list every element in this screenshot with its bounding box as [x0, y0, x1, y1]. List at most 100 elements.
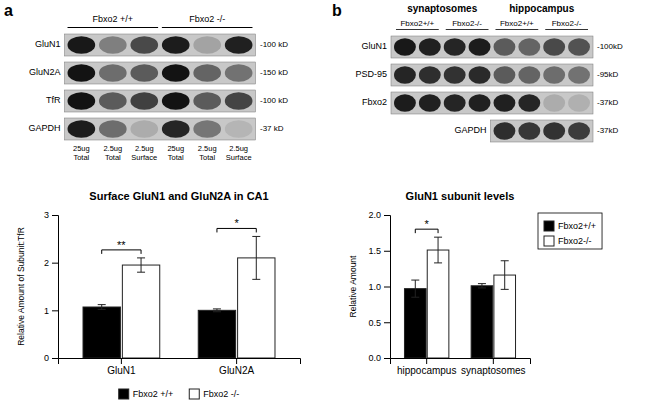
group-label: Fbxo2 +/+ [93, 14, 134, 24]
tick-label: 3 [44, 210, 49, 220]
tick-label: 1 [44, 306, 49, 316]
y-tick: 0.0 [368, 353, 390, 363]
axis-line [384, 216, 391, 359]
bar [471, 286, 493, 358]
band [493, 66, 515, 84]
error-bar [137, 258, 145, 272]
band [568, 122, 590, 140]
y-axis: 0 1 2 3 [44, 210, 59, 363]
blot-panel: bsynaptosomeshippocampusFbxo2+/+Fbxo2-/-… [332, 2, 623, 142]
band [225, 36, 253, 54]
lane-label: 25ugTotal [167, 144, 184, 162]
error-bar [501, 261, 509, 290]
row-label: GAPDH [29, 123, 61, 133]
lane-label-line: 2.5ug [229, 144, 248, 153]
subgroup-underline [495, 29, 538, 30]
band [568, 38, 590, 56]
error-bar [434, 237, 442, 263]
legend-swatch [544, 236, 554, 246]
panel-label: b [332, 2, 342, 19]
group-label: synaptosomes [407, 3, 477, 14]
legend-item: Fbxo2 +/+ [119, 389, 174, 399]
blot-background [490, 120, 593, 142]
y-tick: 0.5 [368, 318, 390, 328]
subgroup-underline [545, 29, 588, 30]
band [419, 38, 441, 56]
band [68, 92, 96, 110]
y-tick: 0 [44, 353, 58, 363]
legend-swatch [544, 221, 554, 231]
row-label: Fbxo2 [362, 97, 387, 107]
band [394, 94, 416, 112]
tick-mark [52, 215, 58, 216]
x-tick: hippocampus [397, 358, 456, 376]
legend-label: Fbxo2-/- [558, 236, 592, 246]
band [518, 66, 540, 84]
blot-background [65, 90, 256, 112]
band [225, 92, 253, 110]
y-axis-title: Relative Amount of Subunit:TfR [16, 227, 26, 346]
tick-mark [493, 358, 494, 364]
band [493, 94, 515, 112]
axis-line [52, 216, 59, 359]
tick-label: 0.5 [368, 318, 381, 328]
tick-label: 1.0 [368, 282, 381, 292]
tick-mark [384, 215, 390, 216]
annotation: * [425, 218, 430, 230]
band [469, 38, 491, 56]
lane-label: 25ugTotal [73, 144, 90, 162]
tick-mark [52, 263, 58, 264]
kd-label: -37kD [597, 126, 619, 135]
legend-label: Fbxo2 +/+ [133, 389, 174, 399]
row-label: GluN2A [29, 67, 61, 77]
band [444, 94, 466, 112]
lane-label-line: 2.5ug [135, 144, 154, 153]
band [162, 64, 190, 82]
tick-mark [384, 358, 390, 359]
bar-chart: 0.00.51.01.52.0hippocampussynaptosomesGl… [348, 190, 602, 376]
y-axis-title: Relative Amount [348, 255, 358, 318]
bar [198, 310, 235, 358]
band [493, 122, 515, 140]
tick-label: 2.0 [368, 210, 381, 220]
lane-label: 2.5ugTotal [103, 144, 122, 162]
tick-label: synaptosomes [461, 365, 525, 376]
lane-label-line: Surface [131, 153, 157, 162]
subgroup-label: Fbxo2-/- [452, 19, 482, 28]
row-label: GAPDH [454, 125, 486, 135]
kd-label: -37kD [597, 98, 619, 107]
band [162, 36, 190, 54]
blot-background [65, 34, 256, 56]
band [543, 38, 565, 56]
band [130, 64, 158, 82]
legend: Fbxo2 +/+ Fbxo2 -/- [119, 389, 240, 399]
band [419, 94, 441, 112]
band [130, 120, 158, 138]
chart-title: Surface GluN1 and GluN2A in CA1 [89, 190, 268, 202]
error-bar [98, 305, 106, 310]
tick-mark [52, 358, 58, 359]
y-tick: 1.5 [368, 246, 390, 256]
tick-label: hippocampus [397, 365, 456, 376]
band [193, 92, 221, 110]
legend-label: Fbxo2+/+ [558, 221, 596, 231]
tick-label: 0 [44, 353, 49, 363]
band [543, 66, 565, 84]
band [444, 66, 466, 84]
legend-item: Fbxo2 -/- [189, 389, 239, 399]
band [193, 64, 221, 82]
lane-label: 2.5ugSurface [131, 144, 157, 162]
tick-label: 2 [44, 258, 49, 268]
blot-background [65, 118, 256, 140]
y-tick: 2.0 [368, 210, 390, 220]
legend-item: Fbxo2-/- [544, 236, 592, 246]
subgroup-underline [446, 29, 489, 30]
band [99, 64, 127, 82]
subgroup-label: Fbxo2-/- [552, 19, 582, 28]
band [193, 36, 221, 54]
bar [404, 289, 426, 358]
row-label: GluN1 [35, 39, 61, 49]
y-tick: 1 [44, 306, 58, 316]
x-tick: synaptosomes [461, 358, 525, 376]
tick-label: GluN2A [219, 365, 254, 376]
